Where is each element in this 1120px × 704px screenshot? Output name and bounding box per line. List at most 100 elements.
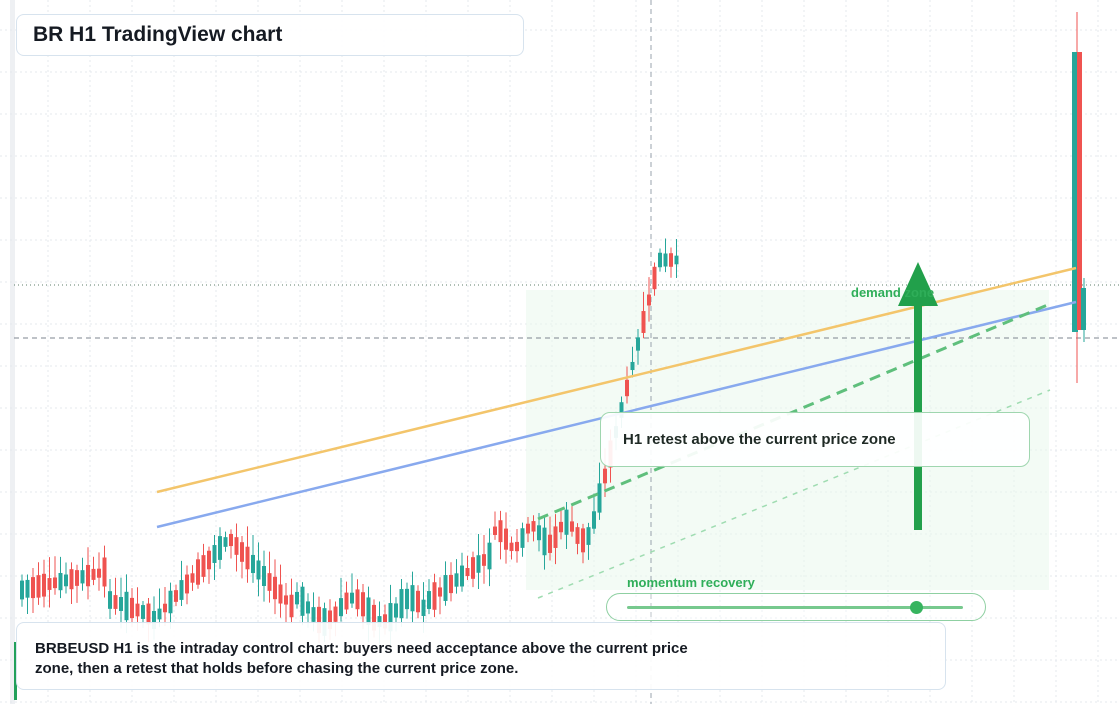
candle-body: [471, 557, 475, 579]
caption-card: BRBEUSD H1 is the intraday control chart…: [16, 622, 946, 690]
candle-body: [223, 537, 228, 547]
candle-body: [377, 616, 382, 628]
candle-body: [124, 591, 129, 621]
candle-body: [42, 573, 46, 597]
candle-body: [674, 255, 679, 265]
candle-body: [306, 601, 310, 614]
retest-callout: H1 retest above the current price zone: [600, 412, 1030, 467]
trendline-dashed-light: [537, 389, 1051, 599]
candle-body: [130, 597, 134, 619]
candle-body: [25, 579, 30, 598]
candle-body: [311, 607, 316, 622]
candle-body: [344, 592, 349, 610]
candle-body: [80, 570, 85, 584]
candle-body: [36, 575, 41, 598]
candle-body: [438, 587, 442, 597]
candle-body: [53, 577, 57, 589]
candle-body: [388, 603, 393, 632]
caption-line-2: zone, then a retest that holds before ch…: [35, 660, 519, 677]
candle-body: [498, 520, 503, 543]
candle-body: [108, 591, 112, 609]
candle-body: [581, 528, 585, 553]
candle-body: [630, 361, 635, 371]
candle-body: [157, 608, 162, 620]
candle-body: [20, 580, 24, 600]
candle-body: [465, 567, 470, 577]
chart-title: BR H1 TradingView chart: [33, 23, 283, 46]
candle-body: [487, 542, 492, 570]
candle-body: [262, 566, 266, 586]
candle-body: [449, 574, 453, 594]
candle-body: [86, 564, 90, 587]
candle-body: [273, 576, 277, 600]
candle-body: [355, 589, 360, 610]
candle-body: [586, 527, 591, 545]
candle-body: [58, 572, 63, 591]
candle-body: [350, 592, 354, 604]
candle-body: [1077, 52, 1082, 330]
candle-body: [531, 521, 536, 532]
candle-body: [476, 555, 481, 573]
candle-body: [174, 590, 178, 602]
candle-body: [597, 483, 602, 513]
candle-body: [201, 555, 206, 577]
candle-body: [504, 528, 508, 550]
candle-body: [493, 526, 497, 535]
candle-body: [278, 584, 283, 604]
candle-body: [47, 578, 52, 590]
candle-body: [658, 252, 662, 268]
candle-body: [256, 560, 261, 580]
candle-body: [410, 585, 415, 612]
candle-body: [284, 595, 288, 605]
candle-body: [564, 509, 569, 535]
candle-body: [328, 610, 332, 630]
candle-body: [416, 590, 420, 613]
candle-body: [113, 595, 118, 609]
candle-body: [289, 594, 294, 618]
candle-body: [509, 542, 514, 551]
candle-body: [432, 582, 437, 610]
candle-body: [300, 586, 305, 616]
candle-body: [592, 511, 596, 529]
candle-body: [361, 592, 365, 617]
trendline-dashed: [537, 302, 1051, 521]
candle-body: [619, 402, 624, 418]
candle-body: [636, 337, 640, 351]
candle-body: [333, 606, 338, 622]
candle-body: [669, 253, 673, 267]
candle-body: [322, 608, 327, 636]
candle-body: [548, 534, 552, 553]
candle-body: [570, 521, 574, 532]
candle-body: [234, 537, 239, 555]
candle-body: [482, 554, 486, 566]
candle-body: [135, 603, 140, 617]
candle-body: [625, 379, 629, 397]
candle-body: [152, 610, 156, 630]
candle-body: [102, 557, 107, 587]
candle-body: [460, 565, 464, 587]
candle-body: [641, 311, 646, 333]
candle-body: [185, 574, 189, 594]
candle-body: [163, 603, 167, 613]
candle-body: [212, 545, 217, 563]
candle-body: [652, 266, 657, 290]
momentum-track: [627, 606, 963, 609]
candle-body: [454, 573, 459, 587]
candle-body: [207, 550, 211, 570]
candle-body: [295, 591, 299, 605]
bar-marker: [14, 642, 17, 700]
candle-body: [526, 523, 530, 534]
candle-body: [218, 536, 222, 560]
candle-body: [537, 525, 541, 541]
candle-body: [542, 527, 547, 556]
candle-body: [443, 575, 448, 601]
candle-body: [267, 573, 272, 591]
candle-body: [245, 546, 250, 570]
candle-body: [520, 528, 525, 548]
candle-body: [190, 573, 195, 583]
candle-body: [196, 559, 200, 585]
left-rail: [10, 0, 15, 704]
retest-callout-text: H1 retest above the current price zone: [623, 431, 896, 448]
candle-body: [229, 533, 233, 547]
candle-body: [69, 569, 74, 590]
